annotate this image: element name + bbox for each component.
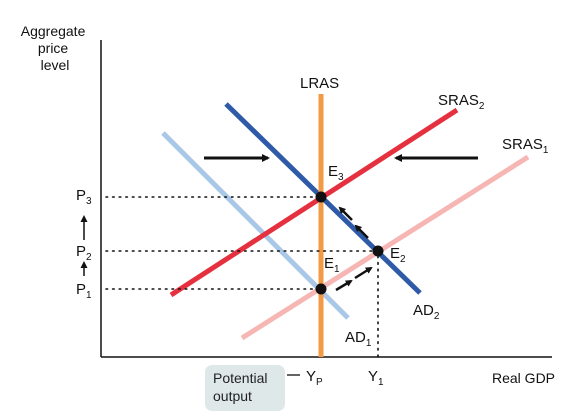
movement-arrow-e1-e2-b [354,266,373,280]
ad2-label: AD2 [413,302,440,322]
ad1-label: AD1 [345,329,372,349]
movement-arrow-e1-e2-a [335,279,353,292]
e1-label: E1 [324,255,340,275]
e3-label: E3 [328,163,344,183]
sras2-label: SRAS2 [438,92,485,112]
equilibrium-point-e2 [372,245,384,257]
equilibrium-point-e3 [315,191,327,203]
y-axis-label: Aggregate price level [21,23,90,73]
e2-label: E2 [390,245,406,265]
x-axis-label: Real GDP [492,370,555,386]
yp-label: YP [306,368,323,388]
sras1-curve [240,154,530,341]
equilibrium-point-e1 [315,283,327,295]
movement-arrow-e2-e3-a [354,224,369,239]
potential-output-line-1: Potential [213,370,268,386]
y1-label: Y1 [368,368,384,388]
potential-output-callout: Potential output [205,365,285,411]
potential-output-line-2: output [213,388,252,404]
movement-arrow-e2-e3-b [338,206,353,221]
p2-label: P2 [76,243,92,263]
lras-label: LRAS [300,75,339,92]
p3-label: P3 [76,187,92,207]
sras2-curve [169,107,459,298]
p1-label: P1 [76,281,92,301]
sras1-label: SRAS1 [502,136,549,156]
